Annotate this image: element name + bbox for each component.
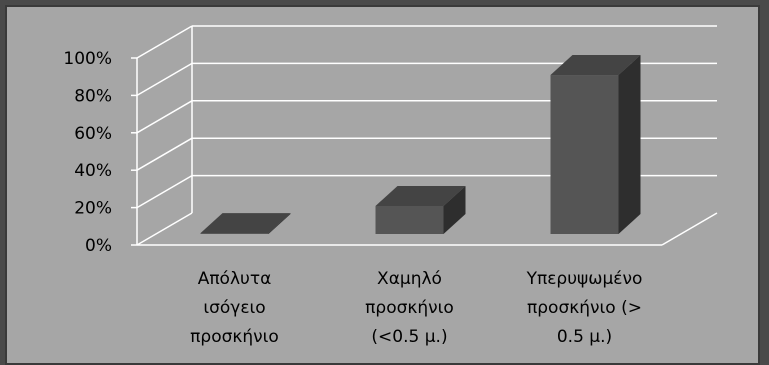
x-tick-label-line: Απόλυτα [198,269,272,289]
y-tick-label: 80% [74,86,112,106]
y-tick-label: 100% [63,49,112,69]
bar-front [200,233,269,234]
axes [131,26,718,246]
x-tick-label-line: (<0.5 μ.) [371,327,447,347]
bar-top [200,213,291,234]
bar-front [375,205,444,234]
gridline-diag [136,62,193,97]
bar-side [618,55,641,234]
gridline-diag [136,137,193,171]
bar-front [550,75,619,234]
x-tick-label-line: Χαμηλό [377,269,442,289]
bar [550,55,641,234]
y-tick-label: 20% [74,199,112,219]
bar-top [375,185,466,206]
y-tick-label: 0% [85,236,112,256]
bar [375,185,466,234]
labels: 0% 20% 40% 60% 80% 100% Απόλυτα ισόγειο προσκήνι… [63,49,642,347]
floor-left-edge [136,212,193,246]
x-tick-label-line: 0.5 μ.) [557,327,612,347]
chart-svg: 0% 20% 40% 60% 80% 100% Απόλυτα ισόγειο προσκήνι… [63,25,718,347]
x-tick-label: Απόλυτα ισόγειο προσκήνιο [190,269,279,347]
bars [200,55,641,234]
x-tick-label: Υπερυψωμένο προσκήνιο (> 0.5 μ.) [526,269,643,347]
bar [200,213,291,234]
bar-side [268,213,291,234]
x-tick-label-line: Υπερυψωμένο [526,269,643,289]
x-tick-label: Χαμηλό προσκήνιο (<0.5 μ.) [365,269,454,347]
y-tick-label: 40% [74,161,112,181]
x-tick-label-line: προσκήνιο [365,298,454,318]
x-tick-label-line: προσκήνιο [190,327,279,347]
x-tick-label-line: προσκήνιο (> [527,298,642,318]
x-tick-label-line: ισόγειο [203,298,265,318]
gridline-diag [136,100,193,134]
gridline-diag [136,25,193,59]
gridline-diag [136,174,193,209]
floor-right-edge [661,212,718,246]
bar-top [550,55,641,76]
bar-side [443,185,466,234]
y-tick-label: 60% [74,124,112,144]
